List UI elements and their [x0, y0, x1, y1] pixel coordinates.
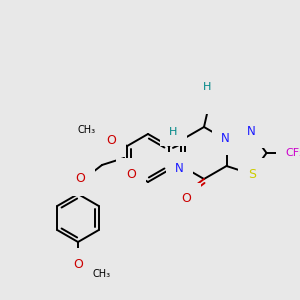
Text: H: H [203, 82, 211, 92]
Text: CF₃: CF₃ [285, 148, 300, 158]
Text: N: N [175, 161, 184, 175]
Text: O: O [181, 193, 191, 206]
Text: CH₃: CH₃ [77, 125, 95, 135]
Text: CH₃: CH₃ [93, 269, 111, 279]
Text: O: O [126, 167, 136, 181]
Text: O: O [106, 134, 116, 146]
Text: S: S [248, 167, 256, 181]
Text: H: H [169, 127, 178, 137]
Text: N: N [221, 133, 230, 146]
Text: NH: NH [202, 91, 220, 103]
Text: O: O [73, 257, 83, 271]
Text: N: N [247, 125, 256, 139]
Text: O: O [75, 172, 85, 185]
